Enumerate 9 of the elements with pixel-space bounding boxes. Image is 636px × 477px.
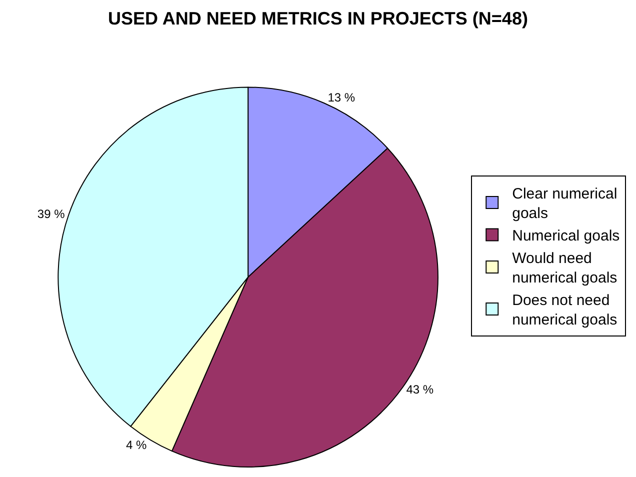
data-label: 13 %	[328, 90, 356, 104]
legend-label: Clear numerical goals	[512, 186, 618, 222]
legend-label: Would need numerical goals	[512, 250, 618, 287]
data-label: 4 %	[126, 438, 148, 452]
data-label: 43 %	[406, 382, 434, 397]
legend-label: Numerical goals	[512, 228, 620, 245]
data-label: 39 %	[37, 207, 66, 222]
chart-title: USED AND NEED METRICS IN PROJECTS (N=48)	[108, 8, 528, 29]
legend-label: Does not need numerical goals	[512, 292, 618, 329]
